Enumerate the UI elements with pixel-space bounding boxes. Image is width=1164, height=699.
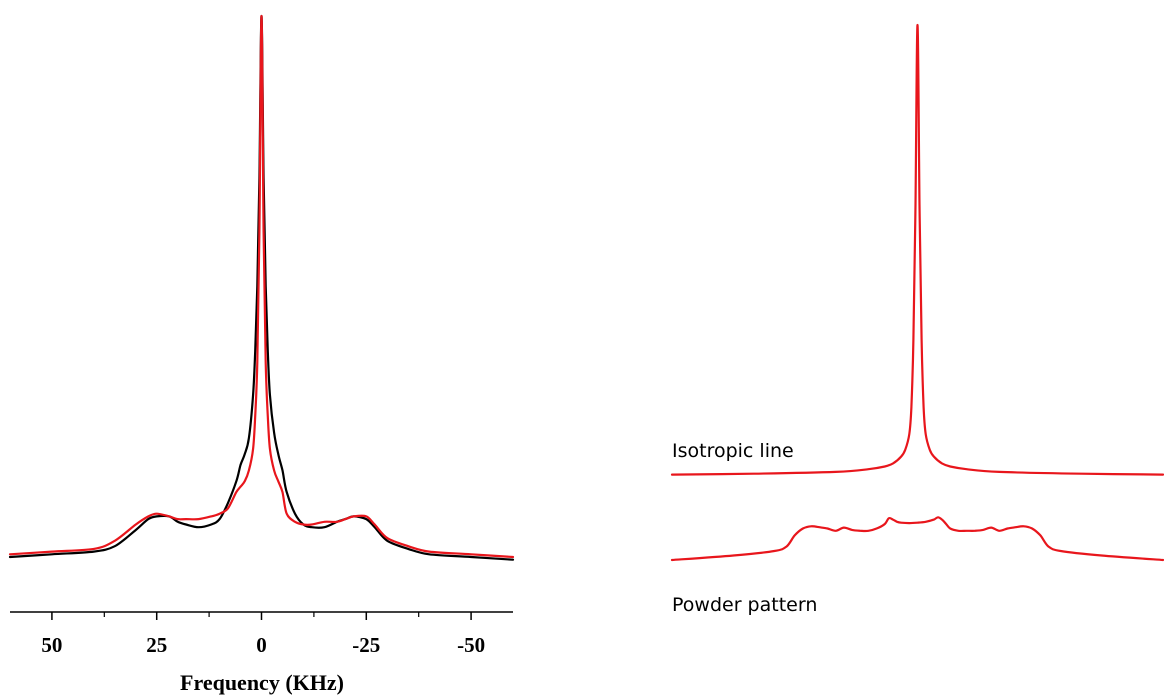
x-tick-label: -50 xyxy=(457,633,485,657)
powder-pattern-label: Powder pattern xyxy=(672,594,817,616)
x-tick-label: 50 xyxy=(41,633,62,657)
left-series-group xyxy=(8,14,515,561)
x-axis-title: Frequency (KHz) xyxy=(180,670,344,695)
left-chart-panel: 50 25 0 -25 -50 Frequency (KHz) xyxy=(8,14,515,695)
x-tick-label: -25 xyxy=(352,633,380,657)
x-axis-tick-labels: 50 25 0 -25 -50 xyxy=(41,633,485,657)
x-axis-ticks xyxy=(51,612,472,620)
powder-pattern-line xyxy=(670,516,1164,562)
isotropic-line-label: Isotropic line xyxy=(672,440,794,462)
x-tick-label: 0 xyxy=(256,633,267,657)
left-series-2-line xyxy=(8,14,515,559)
right-chart-panel: Isotropic line Powder pattern xyxy=(670,23,1164,616)
right-series-group xyxy=(670,23,1164,562)
isotropic-line-line xyxy=(670,23,1164,476)
x-tick-label: 25 xyxy=(146,633,167,657)
